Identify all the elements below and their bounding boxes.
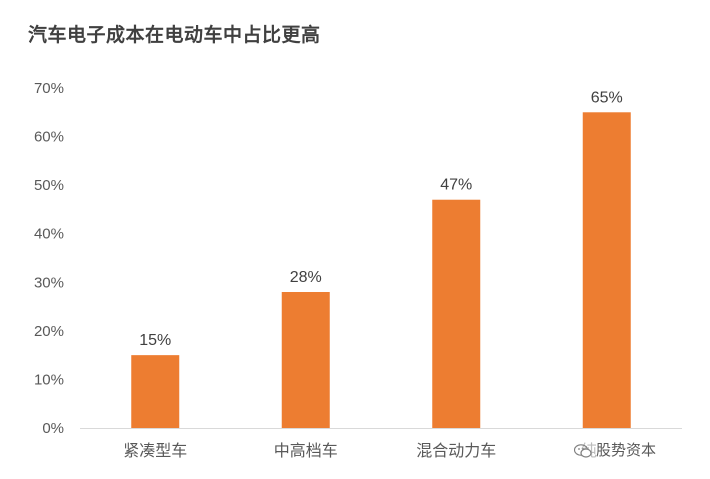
y-axis-ticks: 0% 10% 20% 30% 40% 50% 60% 70% (34, 80, 64, 437)
category-label: 紧凑型车 (123, 441, 187, 460)
bars (131, 112, 631, 429)
y-tick-label: 60% (34, 129, 64, 146)
y-tick-label: 10% (34, 371, 64, 388)
data-label: 47% (440, 177, 472, 194)
watermark: 股势资本 (572, 439, 659, 460)
wechat-icon (574, 443, 592, 458)
data-labels: 15% 28% 47% 65% (139, 89, 623, 349)
data-label: 15% (139, 332, 171, 349)
bar (281, 292, 330, 428)
data-label: 28% (290, 269, 322, 286)
y-tick-label: 50% (34, 177, 64, 194)
category-label: 混合动力车 (416, 441, 496, 460)
chart-title: 汽车电子成本在电动车中占比更高 (28, 24, 321, 46)
data-label: 65% (591, 89, 623, 106)
category-label: 中高档车 (274, 441, 338, 460)
bar (582, 112, 631, 429)
bar (432, 199, 481, 428)
y-tick-label: 0% (42, 420, 64, 437)
y-tick-label: 40% (34, 226, 64, 243)
y-tick-label: 30% (34, 274, 64, 291)
category-labels: 紧凑型车中高档车混合动力车纯 (123, 441, 597, 460)
y-tick-label: 70% (34, 80, 64, 97)
watermark-text: 股势资本 (596, 441, 657, 459)
y-tick-label: 20% (34, 323, 64, 340)
bar (131, 355, 180, 428)
